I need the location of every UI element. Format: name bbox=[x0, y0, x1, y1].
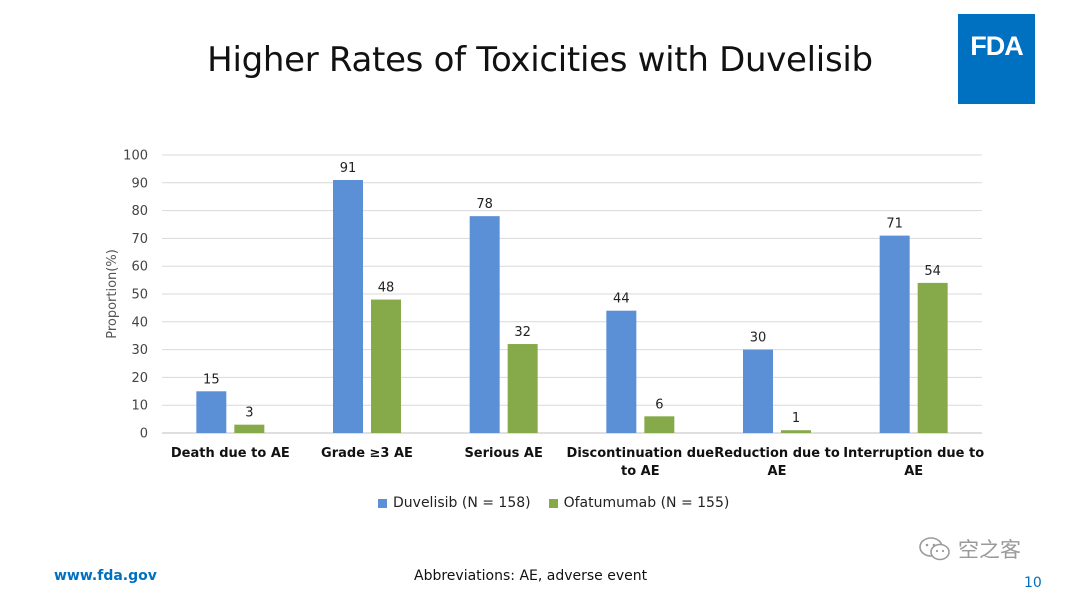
legend-item-ofatumumab: Ofatumumab (N = 155) bbox=[548, 495, 730, 511]
bar bbox=[743, 349, 773, 433]
x-tick-label: Discontinuation due bbox=[567, 446, 715, 461]
x-tick-label: Grade ≥3 AE bbox=[321, 446, 413, 461]
bar bbox=[196, 391, 227, 433]
y-tick-label: 40 bbox=[131, 315, 148, 330]
bar bbox=[507, 344, 538, 433]
y-tick-label: 50 bbox=[131, 288, 148, 303]
x-tick-label: to AE bbox=[621, 464, 660, 479]
y-tick-label: 20 bbox=[131, 371, 148, 386]
bar bbox=[371, 299, 401, 433]
x-tick-label: Interruption due to bbox=[843, 446, 984, 461]
chart-legend: Duvelisib (N = 158) Ofatumumab (N = 155) bbox=[378, 494, 729, 512]
abbreviations-footnote: Abbreviations: AE, adverse event bbox=[414, 568, 648, 584]
legend-label-ofatumumab: Ofatumumab (N = 155) bbox=[563, 495, 730, 511]
y-tick-label: 80 bbox=[131, 204, 148, 219]
wechat-icon bbox=[919, 537, 950, 561]
data-label: 32 bbox=[514, 325, 531, 340]
data-label: 15 bbox=[203, 372, 220, 387]
y-tick-label: 30 bbox=[131, 343, 148, 358]
data-label: 54 bbox=[924, 264, 941, 279]
watermark-text: 空之客 bbox=[958, 538, 1021, 562]
y-tick-label: 60 bbox=[131, 260, 148, 275]
bar bbox=[917, 282, 948, 433]
y-tick-label: 70 bbox=[131, 232, 148, 247]
data-label: 30 bbox=[750, 331, 767, 346]
data-label: 1 bbox=[792, 411, 800, 426]
data-label: 44 bbox=[613, 292, 630, 307]
bar bbox=[781, 430, 811, 433]
data-label: 91 bbox=[340, 161, 357, 176]
data-label: 48 bbox=[378, 281, 395, 296]
bar bbox=[234, 424, 265, 433]
slide-title: Higher Rates of Toxicities with Duvelisi… bbox=[207, 40, 873, 80]
page-number: 10 bbox=[1024, 575, 1042, 591]
legend-item-duvelisib: Duvelisib (N = 158) bbox=[378, 495, 531, 511]
legend-swatch-ofatumumab bbox=[548, 498, 558, 508]
x-tick-label: Serious AE bbox=[464, 446, 542, 461]
data-label: 71 bbox=[886, 217, 903, 232]
y-tick-label: 10 bbox=[131, 399, 148, 414]
x-tick-label: Reduction due to bbox=[714, 446, 840, 461]
bar bbox=[333, 180, 363, 433]
y-axis-title: Proportion(%) bbox=[105, 249, 120, 339]
legend-swatch-duvelisib bbox=[378, 498, 387, 508]
bar bbox=[469, 216, 500, 433]
y-tick-label: 100 bbox=[123, 149, 148, 164]
bar bbox=[606, 310, 637, 433]
y-tick-label: 0 bbox=[140, 427, 148, 442]
y-tick-label: 90 bbox=[131, 176, 148, 191]
legend-label-duvelisib: Duvelisib (N = 158) bbox=[393, 495, 531, 511]
bar bbox=[879, 235, 910, 433]
x-tick-label: Death due to AE bbox=[171, 446, 290, 461]
x-tick-label: AE bbox=[904, 464, 923, 479]
bar bbox=[644, 416, 675, 433]
watermark: 空之客 bbox=[918, 534, 1021, 564]
fda-logo: FDA bbox=[958, 14, 1035, 104]
data-label: 78 bbox=[476, 197, 493, 212]
data-label: 3 bbox=[245, 406, 253, 421]
data-label: 6 bbox=[655, 397, 663, 412]
footer-url-link[interactable]: www.fda.gov bbox=[54, 568, 157, 584]
x-tick-label: AE bbox=[768, 464, 787, 479]
